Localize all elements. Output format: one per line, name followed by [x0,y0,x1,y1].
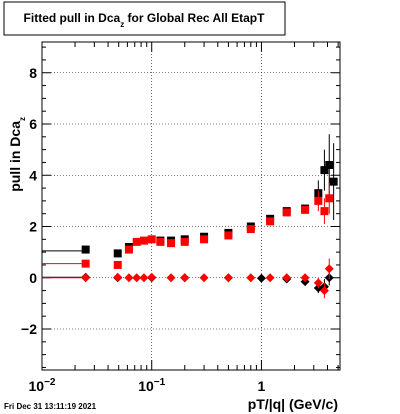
data-point [265,273,275,283]
data-point [246,225,255,234]
data-point [132,237,141,246]
data-point [266,217,275,226]
data-point [124,245,133,254]
data-point [223,273,233,283]
data-point [320,207,329,216]
timestamp: Fri Dec 31 13:11:19 2021 [4,402,97,411]
data-point [166,273,176,283]
data-point [325,161,334,169]
x-tick-label-base: 10 [29,378,45,394]
data-point [147,235,156,244]
data-point [113,260,122,269]
y-tick-label: 4 [29,167,37,183]
data-point [282,208,291,217]
y-axis-title-main: pull in Dca [7,121,23,192]
data-point [319,286,329,296]
data-point [300,273,310,283]
data-point [301,205,310,214]
x-tick-labels: 10−2 10−1 1 [29,377,266,394]
data-point [224,231,233,240]
y-axis-title: pull in Dcaz [7,117,27,192]
data-point [81,273,91,283]
axis-ticks [41,42,340,370]
data-point [113,272,123,282]
y-tick-label: −2 [21,321,37,337]
x-tick-label: 10−1 [138,377,165,394]
x-tick-label: 1 [258,378,266,394]
data-point [329,177,338,186]
data-series [42,134,338,299]
data-point [200,235,209,244]
data-point [324,264,334,274]
chart-title-main: Fitted pull in Dca [24,11,121,25]
data-point [256,273,266,283]
data-point [81,259,90,268]
y-tick-label: 0 [29,270,37,286]
chart-title-rest: for Global Rec All EtapT [124,11,265,25]
data-point [156,237,165,246]
series-3 [42,258,334,299]
data-point [246,273,256,283]
x-tick-label-base: 1 [258,378,266,394]
data-point [313,278,323,288]
data-point [147,272,157,282]
data-point [124,273,134,283]
data-point [325,194,334,203]
data-point [282,273,292,283]
data-point [167,239,176,248]
data-point [199,273,209,283]
y-axis-title-sub: z [18,117,27,121]
x-axis-title: pT/|q| (GeV/c) [248,396,338,412]
data-point [180,273,190,283]
x-tick-label-exponent: −2 [44,377,56,388]
data-point [139,236,148,245]
chart-title-sub: z [120,20,124,29]
x-tick-label-exponent: −1 [154,377,166,388]
y-tick-labels: −2 0 2 4 6 8 [21,65,37,337]
data-point [139,273,149,283]
data-point [314,196,323,205]
title-box [3,1,286,36]
data-point [81,245,90,254]
series-1 [42,182,334,269]
data-point [320,166,329,175]
x-tick-label: 10−2 [29,377,56,394]
data-point [113,249,122,258]
data-point [180,237,189,246]
series-0 [42,134,338,258]
y-tick-label: 8 [29,65,37,81]
data-point [132,273,142,283]
grid [41,42,340,370]
plot-frame [41,41,341,371]
y-tick-label: 2 [29,219,37,235]
y-tick-label: 6 [29,116,37,132]
x-tick-label-base: 10 [138,378,154,394]
chart-title: Fitted pull in Dcaz for Global Rec All E… [24,11,266,29]
